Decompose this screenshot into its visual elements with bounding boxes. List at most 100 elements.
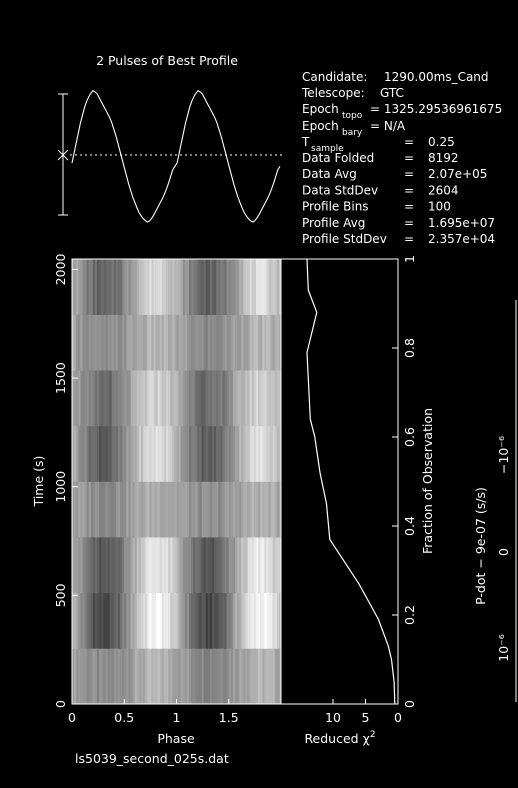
heatmap-cell [136, 537, 140, 594]
heatmap-cell [180, 648, 184, 705]
heatmap-cell [86, 481, 90, 538]
heatmap-cell [266, 537, 269, 594]
heatmap-cell [262, 370, 265, 427]
heatmap-cell [268, 370, 271, 427]
heatmap-cell [220, 425, 223, 482]
heatmap-cell [101, 481, 104, 538]
heatmap-cell [274, 537, 278, 594]
heatmap-cell [94, 370, 98, 427]
heatmap-cell [237, 259, 240, 315]
tsample-label: T [301, 135, 310, 149]
heatmap-cell [90, 314, 94, 371]
fraction-axis-label: Fraction of Observation [420, 408, 435, 554]
heatmap-cell [132, 592, 135, 649]
heatmap-cell [193, 259, 196, 315]
heatmap-cell [201, 314, 204, 371]
heatmap-cell [186, 648, 190, 705]
heatmap-cell [157, 537, 161, 594]
heatmap-cell [278, 259, 282, 315]
heatmap-cell [159, 314, 163, 371]
heatmap-cell [218, 370, 221, 427]
chi-axis-label-main: Reduced χ [304, 731, 369, 746]
heatmap-cell [163, 592, 167, 649]
heatmap-cell [138, 259, 142, 315]
heatmap-cell [74, 259, 77, 315]
heatmap-cell [222, 481, 225, 538]
heatmap-cell [243, 370, 246, 427]
heatmap-cell [92, 648, 96, 705]
heatmap-cell [274, 592, 278, 649]
heatmap-cell [151, 592, 154, 649]
heatmap-cell [157, 481, 161, 538]
heatmap-cell [126, 314, 129, 371]
heatmap-cell [170, 425, 173, 482]
heatmap-cell [222, 425, 225, 482]
fraction-tick-label: 0.8 [402, 338, 417, 358]
heatmap-cell [205, 425, 209, 482]
heatmap-cell [147, 425, 150, 482]
heatmap-cell [258, 592, 261, 649]
heatmap-cell [90, 370, 94, 427]
heatmap-cell [86, 259, 90, 315]
heatmap-cell [220, 481, 223, 538]
heatmap-cell [207, 425, 211, 482]
heatmap-cell [94, 592, 98, 649]
heatmap-cell [94, 481, 98, 538]
info-row-value: 2604 [428, 183, 459, 197]
heatmap-cell [111, 314, 115, 371]
heatmap-cell [82, 537, 85, 594]
phase-tick-label: 1 [173, 710, 181, 725]
heatmap-cell [184, 259, 188, 315]
heatmap-cell [147, 537, 150, 594]
heatmap-cell [199, 314, 202, 371]
heatmap-cell [232, 592, 236, 649]
heatmap-cell [232, 259, 236, 315]
heatmap-cell [212, 259, 215, 315]
heatmap-cell [84, 648, 87, 705]
heatmap-cell [140, 314, 144, 371]
heatmap-cell [82, 425, 85, 482]
heatmap-cell [272, 370, 276, 427]
heatmap-cell [264, 425, 267, 482]
heatmap-cell [84, 537, 87, 594]
chi-square-curve [306, 258, 396, 705]
heatmap-cell [186, 537, 190, 594]
heatmap-cell [241, 537, 244, 594]
heatmap-cell [207, 370, 211, 427]
heatmap-cell [130, 259, 133, 315]
heatmap-cell [272, 425, 276, 482]
heatmap-cell [251, 259, 255, 315]
heatmap-cell [189, 370, 192, 427]
heatmap-cell [243, 481, 246, 538]
heatmap-cell [166, 481, 169, 538]
heatmap-cell [260, 314, 263, 371]
heatmap-cell [159, 370, 163, 427]
phase-tick-label: 0.5 [114, 710, 134, 725]
heatmap-cell [191, 314, 194, 371]
heatmap-cell [149, 537, 152, 594]
chi-tick-label: 10 [325, 710, 341, 725]
heatmap-cell [143, 259, 146, 315]
heatmap-cell [145, 481, 148, 538]
heatmap-cell [274, 481, 278, 538]
heatmap-cell [166, 259, 169, 315]
pdot-tick-zero: 0 [496, 548, 511, 556]
heatmap-cell [276, 425, 280, 482]
heatmap-cell [99, 314, 102, 371]
info-row-equals: = [404, 151, 414, 165]
heatmap-cell [147, 259, 150, 315]
candidate-label: Candidate: [302, 70, 367, 84]
heatmap-cell [176, 370, 179, 427]
heatmap-cell [163, 370, 167, 427]
heatmap-cell [105, 425, 108, 482]
heatmap-cell [195, 592, 198, 649]
heatmap-cell [140, 537, 144, 594]
heatmap-cell [272, 537, 276, 594]
heatmap-cell [161, 481, 165, 538]
phase-tick-label: 1.5 [219, 710, 239, 725]
heatmap-cell [107, 370, 110, 427]
heatmap-cell [140, 370, 144, 427]
heatmap-cell [130, 314, 133, 371]
heatmap-ticks: 0 0.5 1 1.5 0 500 1000 1500 2000 [53, 253, 239, 725]
heatmap-cell [216, 537, 219, 594]
